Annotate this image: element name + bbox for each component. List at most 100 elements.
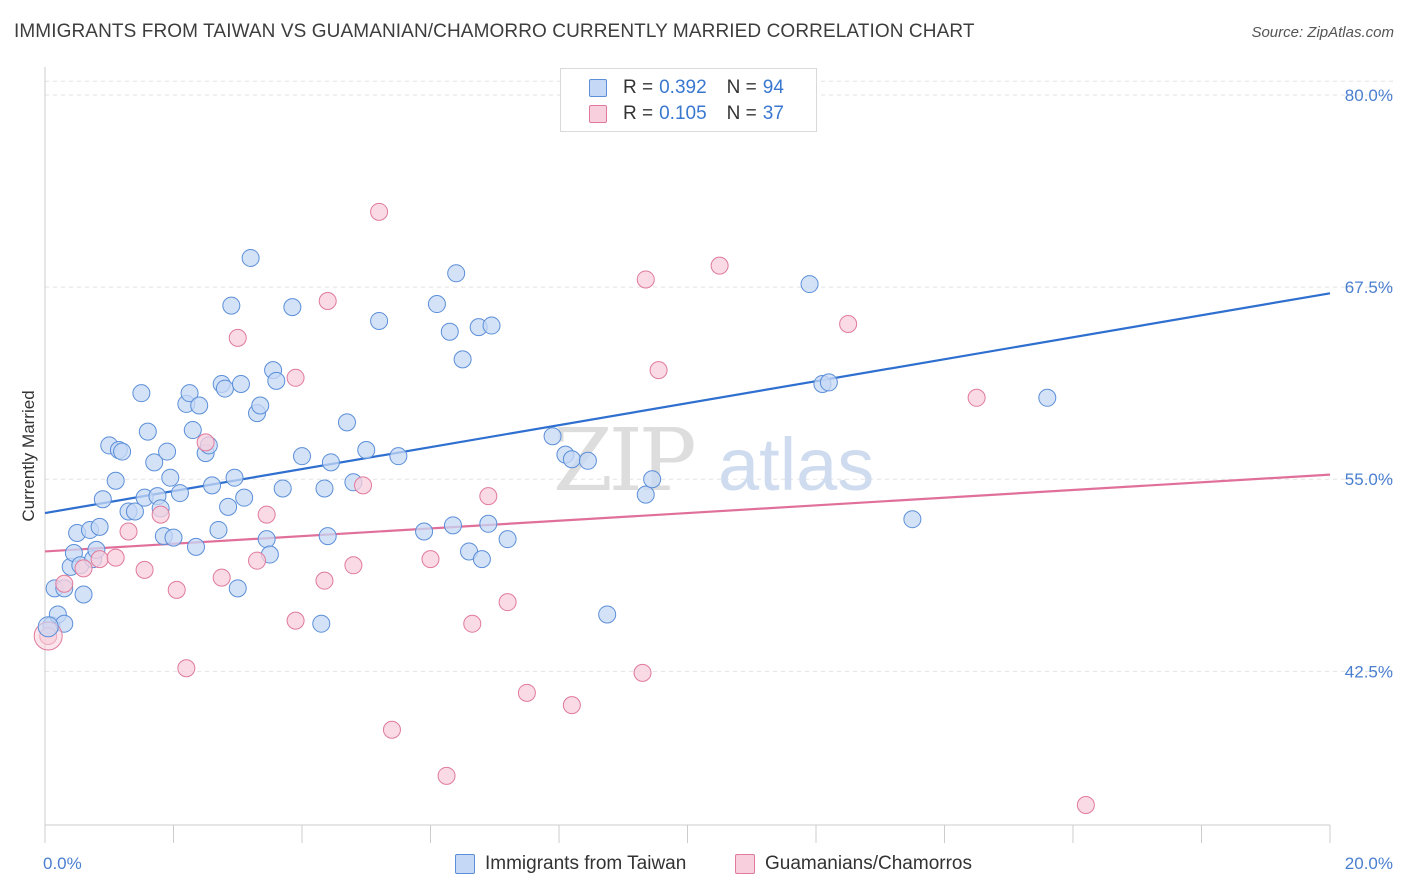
point-taiwan (643, 470, 662, 489)
legend-swatch-guamanian (589, 105, 607, 123)
y-tick-label: 80.0% (1345, 86, 1393, 105)
watermark: ZIP atlas (553, 411, 874, 511)
point-taiwan (257, 530, 276, 549)
point-taiwan (357, 441, 376, 460)
point-taiwan (125, 502, 144, 521)
point-taiwan (598, 605, 617, 624)
point-guamanian (228, 328, 247, 347)
point-taiwan (222, 296, 241, 315)
point-taiwan (113, 442, 132, 461)
gridlines (45, 80, 1393, 672)
point-taiwan (164, 528, 183, 547)
point-taiwan (636, 485, 655, 504)
point-taiwan (578, 451, 597, 470)
stats-legend: R = 0.392 N = 94 R = 0.105 N = 37 (560, 68, 817, 132)
point-guamanian (967, 388, 986, 407)
point-guamanian (286, 368, 305, 387)
legend-n-value-taiwan: 94 (762, 77, 784, 98)
point-guamanian (106, 548, 125, 567)
y-tick-label: 67.5% (1345, 278, 1393, 297)
legend-r-value-guamanian: 0.105 (659, 103, 707, 124)
point-guamanian (74, 559, 93, 578)
point-guamanian (196, 433, 215, 452)
axis-labels: 42.5% 55.0% 67.5% 80.0% 0.0% 20.0% Currently M… (19, 86, 1393, 873)
point-guamanian (839, 315, 858, 334)
point-taiwan (819, 373, 838, 392)
point-taiwan (1038, 388, 1057, 407)
point-taiwan (453, 350, 472, 369)
legend-r-label: R = (623, 77, 654, 98)
point-guamanian (479, 487, 498, 506)
point-guamanian (55, 574, 74, 593)
point-guamanian (286, 611, 305, 630)
point-taiwan (158, 442, 177, 461)
point-taiwan (370, 311, 389, 330)
point-taiwan (215, 379, 234, 398)
x-tick-label: 0.0% (43, 854, 82, 873)
legend-n-label: N = (726, 77, 757, 98)
legend-item-taiwan: Immigrants from Taiwan (455, 850, 686, 878)
point-guamanian (1076, 796, 1095, 815)
point-guamanian (167, 580, 186, 599)
chart-title: IMMIGRANTS FROM TAIWAN VS GUAMANIAN/CHAM… (14, 21, 975, 42)
point-taiwan (498, 530, 517, 549)
point-taiwan (90, 517, 109, 536)
point-taiwan (225, 468, 244, 487)
data-points (33, 202, 1095, 815)
point-taiwan (106, 471, 125, 490)
point-taiwan (170, 484, 189, 503)
point-taiwan (415, 522, 434, 541)
point-guamanian (177, 659, 196, 678)
legend-row-taiwan: R = 0.392 N = 94 (589, 76, 784, 100)
point-guamanian (151, 505, 170, 524)
point-guamanian (315, 571, 334, 590)
point-taiwan (315, 479, 334, 498)
legend-n-label: N = (726, 103, 757, 124)
point-taiwan (190, 396, 209, 415)
point-guamanian (421, 550, 440, 569)
point-taiwan (562, 450, 581, 469)
point-taiwan (472, 550, 491, 569)
point-taiwan (231, 374, 250, 393)
point-taiwan (427, 295, 446, 314)
point-taiwan (321, 453, 340, 472)
point-taiwan (273, 479, 292, 498)
point-guamanian (382, 720, 401, 739)
legend-label-guamanian: Guamanians/Chamorros (765, 853, 972, 874)
point-taiwan (267, 371, 286, 390)
point-guamanian (633, 663, 652, 682)
point-guamanian (212, 568, 231, 587)
point-taiwan (138, 422, 157, 441)
trend-line-taiwan (44, 292, 1331, 515)
point-taiwan (74, 585, 93, 604)
legend-swatch-guamanian (735, 854, 755, 874)
point-taiwan (180, 384, 199, 403)
point-guamanian (498, 593, 517, 612)
point-taiwan (161, 468, 180, 487)
point-taiwan (219, 497, 238, 516)
point-taiwan (183, 421, 202, 440)
legend-n-value-guamanian: 37 (762, 103, 784, 124)
point-taiwan (543, 427, 562, 446)
point-taiwan (443, 516, 462, 535)
point-taiwan (145, 453, 164, 472)
point-taiwan (479, 514, 498, 533)
legend-label-taiwan: Immigrants from Taiwan (485, 853, 687, 874)
point-taiwan (903, 510, 922, 529)
y-axis-label: Currently Married (19, 390, 38, 521)
point-taiwan (209, 520, 228, 539)
point-taiwan (283, 298, 302, 317)
legend-swatch-taiwan (455, 854, 475, 874)
legend-row-guamanian: R = 0.105 N = 37 (589, 102, 784, 126)
point-guamanian (370, 202, 389, 221)
point-guamanian (257, 505, 276, 524)
point-guamanian (562, 696, 581, 715)
y-tick-label: 42.5% (1345, 662, 1393, 681)
point-taiwan (228, 579, 247, 598)
point-guamanian (90, 550, 109, 569)
point-guamanian (463, 614, 482, 633)
point-guamanian (636, 270, 655, 289)
point-taiwan (132, 384, 151, 403)
legend-item-guamanian: Guamanians/Chamorros (735, 850, 972, 878)
